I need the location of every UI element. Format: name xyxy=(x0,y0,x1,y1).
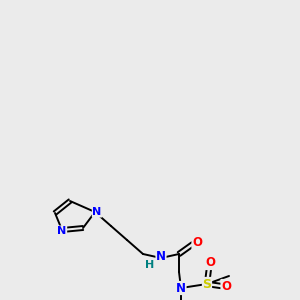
Text: N: N xyxy=(176,281,186,295)
Text: N: N xyxy=(57,226,67,236)
Text: O: O xyxy=(192,236,202,250)
Text: N: N xyxy=(156,250,166,263)
Text: O: O xyxy=(205,256,215,269)
Text: S: S xyxy=(202,278,211,290)
Text: N: N xyxy=(92,207,102,217)
Text: H: H xyxy=(146,260,154,270)
Text: O: O xyxy=(221,280,231,292)
